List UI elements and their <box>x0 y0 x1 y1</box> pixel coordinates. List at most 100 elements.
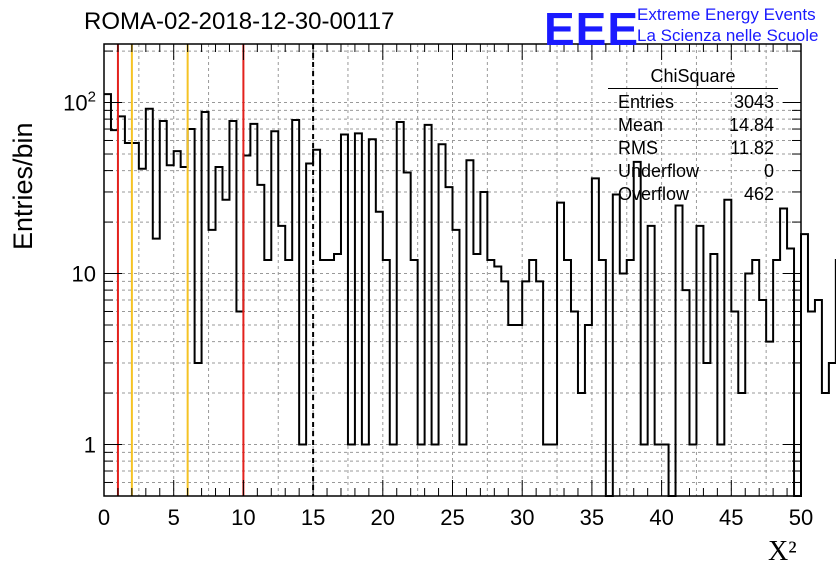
x-tick-label: 20 <box>371 505 395 530</box>
histogram-bin <box>808 311 815 496</box>
stats-label: Underflow <box>618 161 700 181</box>
stats-value: 462 <box>743 184 774 204</box>
histogram-bin <box>306 164 313 496</box>
logo-line-2: La Scienza nelle Scuole <box>637 26 819 45</box>
histogram-bin <box>634 162 641 496</box>
stats-box: ChiSquare Entries 3043 Mean 14.84 RMS 11… <box>608 66 778 206</box>
histogram-bin <box>480 192 487 496</box>
histogram-bin <box>508 325 515 496</box>
histogram-bin <box>320 260 327 496</box>
histogram-bin <box>780 209 787 496</box>
histogram-bin <box>822 393 829 496</box>
histogram-bin <box>578 393 585 496</box>
stats-value: 14.84 <box>728 115 774 135</box>
y-tick-label: 1 <box>84 433 96 458</box>
histogram-bin <box>662 445 669 496</box>
histogram-bin <box>334 254 341 496</box>
histogram-bin <box>222 200 229 496</box>
x-tick-label: 10 <box>231 505 255 530</box>
histogram-bin <box>132 143 139 496</box>
histogram-bin <box>620 274 627 496</box>
x-axis-label: X² <box>768 536 797 567</box>
stats-label: RMS <box>618 138 658 158</box>
histogram-bin <box>689 445 696 496</box>
histogram-bin <box>236 311 243 496</box>
stats-value: 0 <box>763 161 774 181</box>
histogram-bin <box>425 125 432 496</box>
histogram-bin <box>146 109 153 496</box>
histogram-bin <box>432 445 439 496</box>
stats-label: Entries <box>618 92 675 112</box>
x-tick-label: 50 <box>789 505 813 530</box>
histogram-bin <box>536 281 543 496</box>
y-axis-label: Entries/bin <box>8 122 38 250</box>
stats-row-underflow: Underflow 0 <box>608 160 778 183</box>
x-tick-label: 0 <box>98 505 110 530</box>
histogram-bin <box>766 342 773 496</box>
histogram-bin <box>278 226 285 496</box>
histogram-bin <box>745 274 752 496</box>
histogram-bin <box>341 135 348 496</box>
histogram-bin <box>229 121 236 496</box>
histogram-bin <box>752 260 759 496</box>
histogram-bin <box>125 143 132 496</box>
x-tick-label: 15 <box>301 505 325 530</box>
histogram-bin <box>529 260 536 496</box>
marker-lines <box>116 44 315 496</box>
stats-value: 11.82 <box>730 138 774 158</box>
histogram-bin <box>369 139 376 496</box>
histogram-bin <box>641 445 648 496</box>
histogram-bin <box>627 260 634 496</box>
chart-title: ROMA-02-2018-12-30-00117 <box>84 8 395 35</box>
histogram-bin <box>522 281 529 496</box>
histogram-bin <box>515 325 522 496</box>
histogram-bin <box>167 165 174 496</box>
logo-line-1: Extreme Energy Events <box>637 5 816 24</box>
histogram-bin <box>571 311 578 496</box>
stats-row-mean: Mean 14.84 <box>608 114 778 137</box>
histogram-bin <box>188 129 195 496</box>
x-tick-label: 45 <box>719 505 743 530</box>
histogram-bin <box>376 212 383 496</box>
histogram-bin <box>327 260 334 496</box>
histogram-bin <box>153 239 160 496</box>
histogram-bin <box>773 260 780 496</box>
histogram-bin <box>355 133 362 496</box>
histogram-bin <box>613 194 620 496</box>
histogram-bin <box>731 311 738 496</box>
y-tick-label: 102 <box>63 89 96 116</box>
histogram-bin <box>710 254 717 496</box>
y-tick-label: 10 <box>72 262 96 287</box>
stats-row-entries: Entries 3043 <box>608 91 778 114</box>
histogram-bin <box>550 445 557 496</box>
histogram-bin <box>313 150 320 496</box>
histogram-bin <box>501 281 508 496</box>
histogram-bin <box>655 445 662 496</box>
histogram-bin <box>759 300 766 496</box>
histogram-bin <box>264 260 271 496</box>
histogram-bin <box>676 205 683 496</box>
histogram-bin <box>411 260 418 496</box>
x-tick-label: 35 <box>580 505 604 530</box>
histogram-bin <box>397 122 404 496</box>
histogram-bin <box>815 300 822 496</box>
histogram-bin <box>111 130 118 496</box>
stats-label: Overflow <box>618 184 690 204</box>
histogram-bin <box>292 120 299 496</box>
histogram-bin <box>390 445 397 496</box>
histogram-bin <box>703 363 710 496</box>
histogram-bin <box>648 226 655 496</box>
histogram-bin <box>738 393 745 496</box>
histogram-bin <box>216 167 223 496</box>
histogram-bin <box>487 260 494 496</box>
histogram-bin <box>404 172 411 496</box>
histogram-bin <box>118 116 125 496</box>
histogram-bin <box>599 260 606 496</box>
histogram-bin <box>724 200 731 496</box>
histogram-bin <box>683 290 690 496</box>
histogram-bin <box>257 185 264 496</box>
stats-label: Mean <box>618 115 664 135</box>
eee-logo: EEE <box>544 3 640 55</box>
histogram-bin <box>459 445 466 496</box>
logo-caption: Extreme Energy Events La Scienza nelle S… <box>637 4 818 46</box>
